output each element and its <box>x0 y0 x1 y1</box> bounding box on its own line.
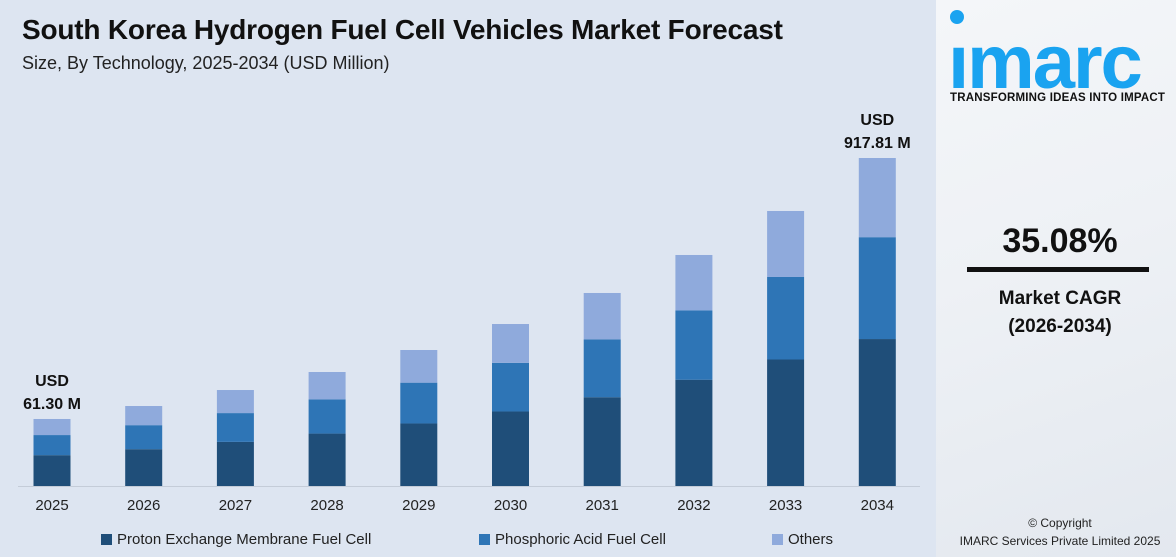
divider <box>967 267 1149 272</box>
copyright-text: © Copyright <box>1028 516 1092 530</box>
bar-2029-series-2 <box>400 350 438 383</box>
chart-title: South Korea Hydrogen Fuel Cell Vehicles … <box>22 14 783 45</box>
bar-2030-series-0 <box>492 411 529 486</box>
bar-2029-series-1 <box>400 382 438 424</box>
legend-item-pafc: Phosphoric Acid Fuel Cell <box>479 531 666 548</box>
bar-2027-series-2 <box>216 390 254 414</box>
bar-2030-series-2 <box>492 324 529 363</box>
legend-label: Phosphoric Acid Fuel Cell <box>495 531 666 548</box>
cagr-value: 35.08% <box>1002 222 1118 260</box>
bar-chart: 2025 2026 2027 2028 2029 2030 2031 2032 2033 2034… <box>18 112 920 514</box>
bar-2032-series-1 <box>675 310 713 380</box>
bar-2034-series-1 <box>858 237 896 340</box>
bar-2034-series-0 <box>858 339 896 486</box>
company-text: IMARC Services Private Limited 2025 <box>959 534 1161 548</box>
cagr-period: (2026-2034) <box>1008 316 1112 337</box>
bar-2033-series-1 <box>767 276 805 360</box>
bar-2032-series-2 <box>675 254 713 311</box>
bar-2027-series-0 <box>216 441 254 486</box>
legend-label: Proton Exchange Membrane Fuel Cell <box>117 531 372 548</box>
bar-2027-series-1 <box>216 413 254 442</box>
bar-2026-series-0 <box>125 449 163 486</box>
x-tick-label: 2025 <box>35 497 68 514</box>
cagr-label: Market CAGR (2026-2034) <box>936 285 1176 341</box>
x-tick-label: 2028 <box>310 497 343 514</box>
legend-swatch <box>479 534 490 545</box>
bar-2025-series-2 <box>33 418 71 436</box>
bar-2026-series-1 <box>125 425 163 450</box>
tagline: TRANSFORMING IDEAS INTO IMPACT <box>950 92 1166 104</box>
chart-subtitle: Size, By Technology, 2025-2034 (USD Mill… <box>22 53 390 73</box>
bar-2029-series-0 <box>400 423 438 486</box>
x-tick-label: 2027 <box>219 497 252 514</box>
legend-item-pem: Proton Exchange Membrane Fuel Cell <box>101 531 371 548</box>
legend-label: Others <box>788 531 834 548</box>
x-tick-label: 2032 <box>677 497 710 514</box>
svg-text:ımarc: ımarc <box>948 20 1142 90</box>
legend-swatch <box>772 534 783 545</box>
x-tick-label: 2031 <box>586 497 619 514</box>
cagr-label-text: Market CAGR <box>998 288 1122 309</box>
bar-2032-series-0 <box>675 379 713 486</box>
bar-2025-series-1 <box>33 435 71 456</box>
bar-2030-series-1 <box>492 362 529 412</box>
copyright: © Copyright IMARC Services Private Limite… <box>936 514 1176 550</box>
imarc-logo: ımarc <box>948 10 1144 90</box>
data-label-value: 917.81 M <box>844 135 911 152</box>
bar-2028-series-2 <box>308 372 346 400</box>
bar-2031-series-2 <box>583 292 621 340</box>
bar-2033-series-2 <box>767 210 805 277</box>
legend-swatch <box>101 534 112 545</box>
x-tick-label: 2026 <box>127 497 160 514</box>
x-tick-label: 2030 <box>494 497 527 514</box>
x-tick-label: 2033 <box>769 497 802 514</box>
data-label-value: 61.30 M <box>23 396 81 413</box>
bar-2034-series-2 <box>858 157 896 238</box>
bar-2025-series-0 <box>33 455 71 486</box>
x-tick-label: 2034 <box>861 497 894 514</box>
data-label-currency: USD <box>35 373 69 390</box>
bar-2028-series-0 <box>308 433 346 486</box>
bar-2031-series-0 <box>583 397 621 486</box>
side-panel: ımarc TRANSFORMING IDEAS INTO IMPACT 35.… <box>936 0 1176 557</box>
bar-2031-series-1 <box>583 339 621 398</box>
bar-2033-series-0 <box>767 359 805 486</box>
x-tick-label: 2029 <box>402 497 435 514</box>
bar-2028-series-1 <box>308 399 346 434</box>
legend-item-others: Others <box>772 531 833 548</box>
bar-2026-series-2 <box>125 406 163 426</box>
data-label-currency: USD <box>860 112 894 129</box>
